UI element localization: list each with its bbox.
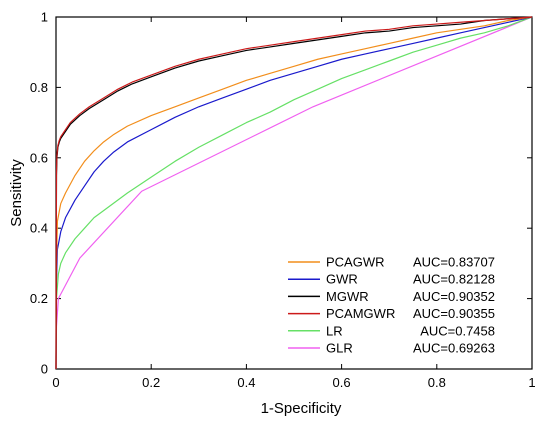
y-tick-label: 0.6 <box>30 150 48 165</box>
series-line-pcamgwr <box>55 16 533 370</box>
legend: PCAGWR AUC=0.83707 GWR AUC=0.82128 MGWR AUC=0… <box>288 255 495 356</box>
legend-auc-gwr: AUC=0.82128 <box>413 272 495 287</box>
series-line-pcagwr <box>55 16 533 370</box>
axes: 0 0.2 0.4 0.6 0.8 1 0 0.2 0.4 0.6 0.8 1 <box>30 10 536 391</box>
x-tick-label: 0.2 <box>142 375 160 390</box>
legend-label-lr: LR <box>326 323 343 338</box>
x-tick-label: 1 <box>528 375 535 390</box>
y-tick-label: 0.4 <box>30 221 48 236</box>
series-line-lr <box>55 16 533 370</box>
x-tick-label: 0.6 <box>333 375 351 390</box>
y-tick-label: 0.8 <box>30 80 48 95</box>
y-tick-label: 1 <box>41 10 48 25</box>
x-tick-label: 0.8 <box>428 375 446 390</box>
legend-label-gwr: GWR <box>326 272 358 287</box>
legend-auc-pcagwr: AUC=0.83707 <box>413 255 495 270</box>
legend-label-pcamgwr: PCAMGWR <box>326 306 395 321</box>
legend-auc-glr: AUC=0.69263 <box>413 341 495 356</box>
legend-auc-mgwr: AUC=0.90352 <box>413 289 495 304</box>
legend-auc-lr: AUC=0.7458 <box>420 323 495 338</box>
series-line-mgwr <box>55 16 533 370</box>
series-line-gwr <box>55 16 533 370</box>
x-tick-label: 0 <box>52 375 59 390</box>
y-tick-label: 0 <box>41 362 48 377</box>
legend-label-glr: GLR <box>326 341 353 356</box>
x-axis-label: 1-Specificity <box>261 400 342 417</box>
legend-auc-pcamgwr: AUC=0.90355 <box>413 306 495 321</box>
legend-label-mgwr: MGWR <box>326 289 369 304</box>
legend-label-pcagwr: PCAGWR <box>326 255 385 270</box>
y-axis-label: Sensitivity <box>8 159 25 227</box>
series-layer <box>55 16 533 370</box>
y-tick-label: 0.2 <box>30 291 48 306</box>
x-tick-label: 0.4 <box>237 375 255 390</box>
